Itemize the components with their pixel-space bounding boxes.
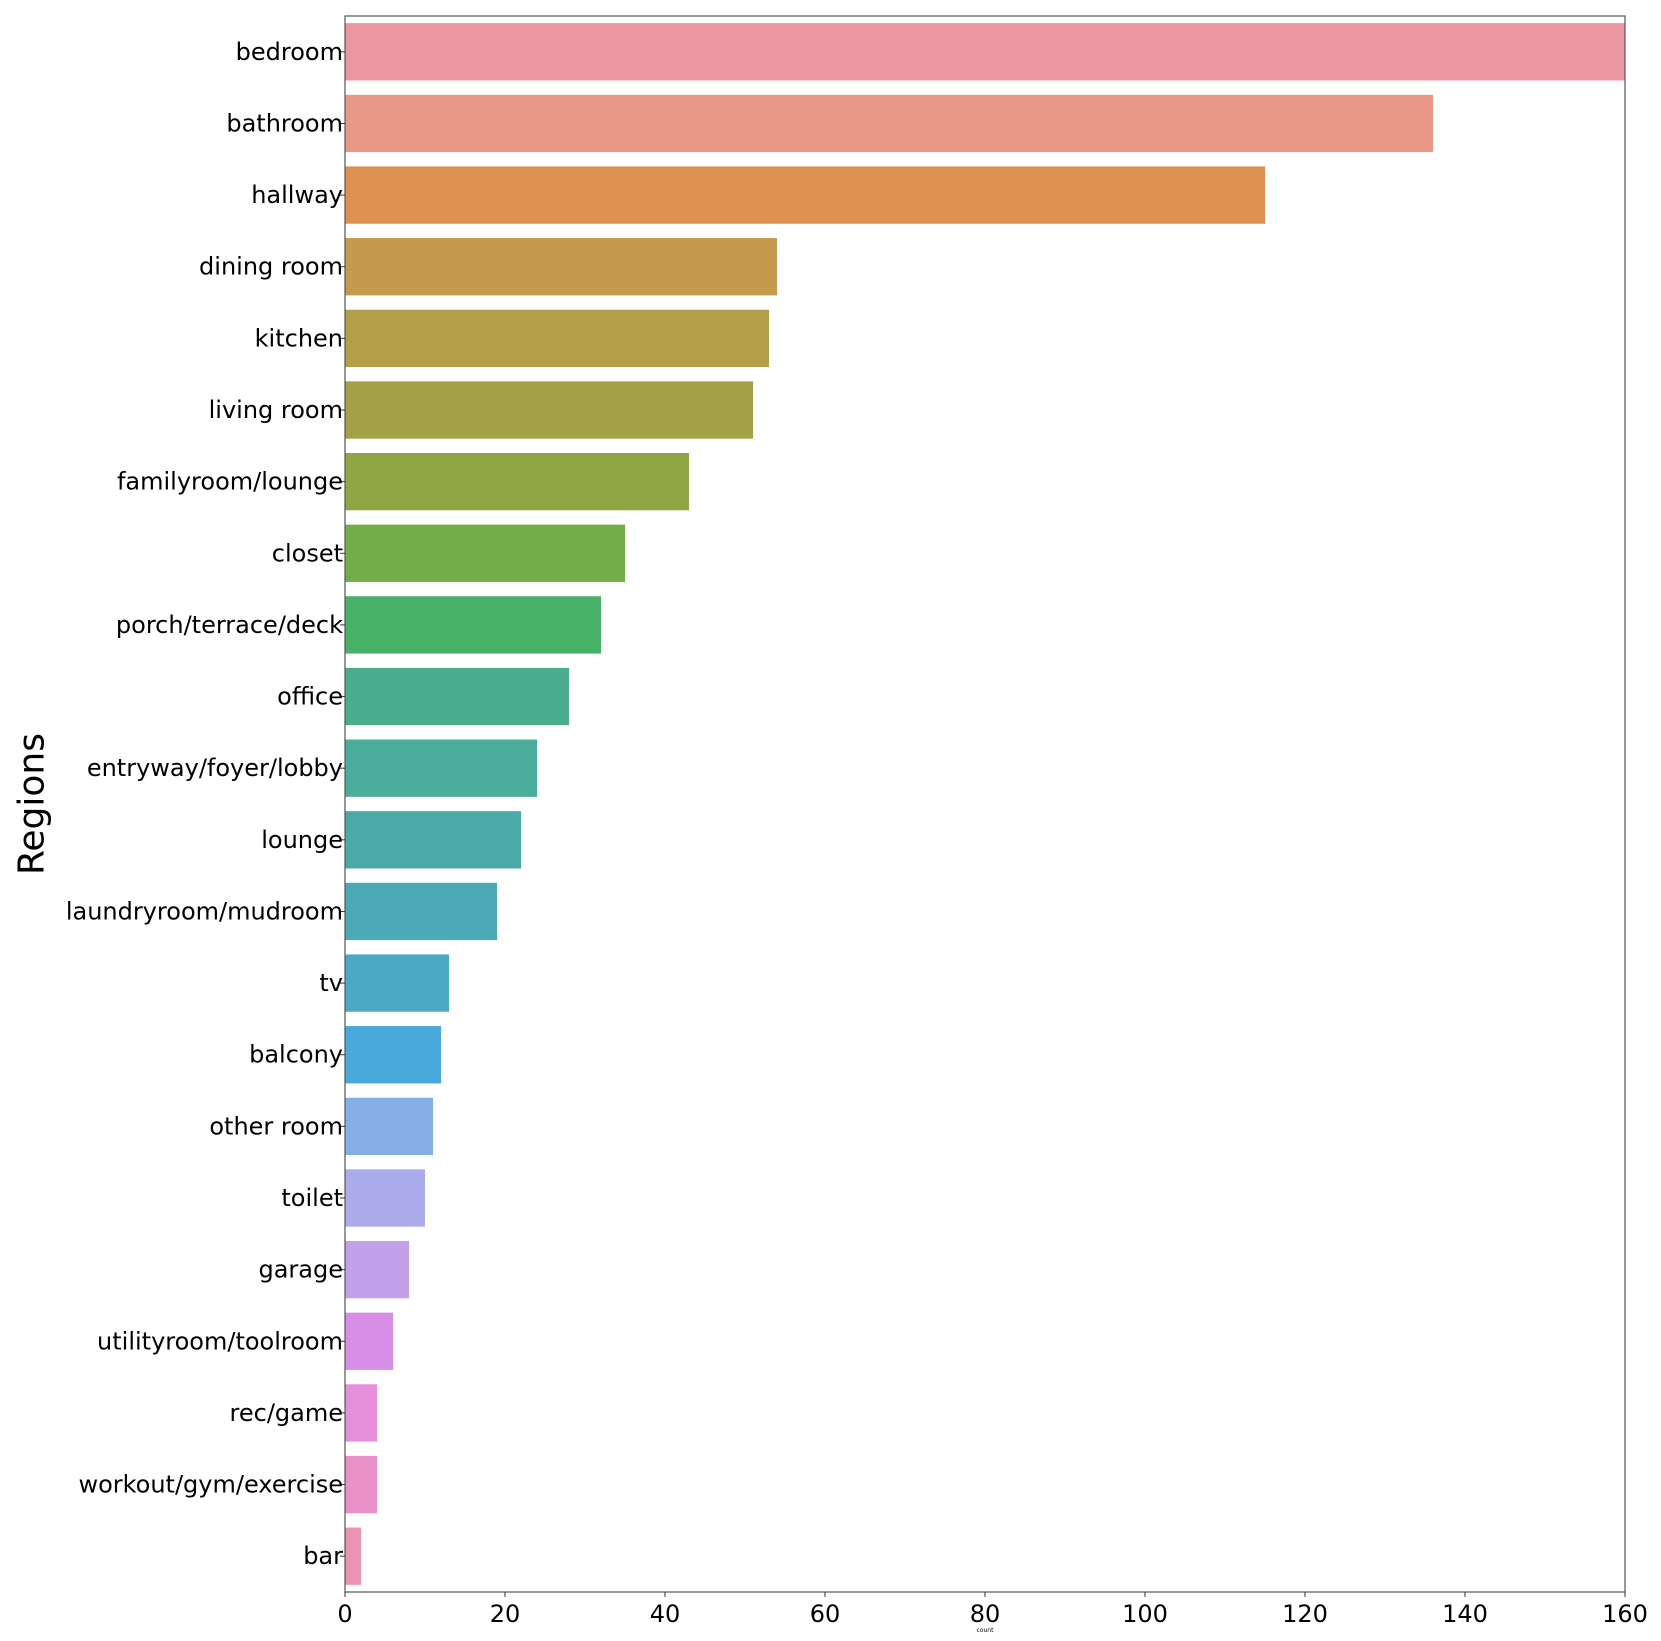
bar-closet [345,524,625,582]
bar-toilet [345,1169,425,1227]
category-label: garage [258,1256,343,1284]
bar-workout-gym-exercise [345,1455,377,1514]
category-label: bar [303,1542,343,1570]
category-label: dining room [199,253,343,281]
bar-porch-terrace-deck [345,596,601,654]
category-label: lounge [261,826,343,854]
x-tick-label: 80 [970,1600,1001,1628]
bar-lounge [345,811,521,869]
category-label: familyroom/lounge [117,468,343,496]
category-label: porch/terrace/deck [116,611,343,639]
x-tick-label: 40 [650,1600,681,1628]
bar-dining-room [345,238,777,296]
category-label: office [277,683,343,711]
y-axis-label: Regions [12,733,53,875]
x-tick-label: 0 [337,1600,352,1628]
category-label: balcony [249,1041,343,1069]
category-label: tv [319,969,343,997]
bar-entryway-foyer-lobby [345,739,537,797]
category-label: kitchen [255,324,343,352]
x-tick-label: 140 [1442,1600,1488,1628]
category-label: closet [272,539,343,567]
bar-bathroom [345,94,1433,153]
bar-laundryroom-mudroom [345,882,497,941]
category-label: hallway [251,181,343,209]
category-label: laundryroom/mudroom [66,897,343,925]
category-label: living room [209,396,343,424]
category-label: rec/game [230,1399,343,1427]
bar-bar [345,1527,361,1585]
bars-layer [345,23,1625,1585]
x-axis-label: count [977,1627,995,1634]
x-tick-label: 100 [1122,1600,1168,1628]
x-ticks: 0 20 40 60 80 100 120 140 160 [337,1592,1648,1628]
bar-office [345,667,569,726]
category-label: entryway/foyer/lobby [87,754,343,782]
y-ticks: bedroom bathroom hallway dining room kitchen… [66,38,345,1570]
bar-rec-game [345,1384,377,1442]
bar-tv [345,954,449,1012]
bar-familyroom-lounge [345,452,689,511]
bar-hallway [345,166,1265,224]
bar-balcony [345,1026,441,1084]
x-tick-label: 120 [1282,1600,1328,1628]
bar-kitchen [345,309,769,368]
bar-garage [345,1240,409,1299]
bar-utilityroom-toolroom [345,1312,393,1370]
x-tick-label: 60 [810,1600,841,1628]
bar-living-room [345,381,753,439]
category-label: workout/gym/exercise [78,1471,343,1499]
category-label: utilityroom/toolroom [97,1327,343,1355]
bar-bedroom [345,23,1625,81]
bar-other-room [345,1097,433,1156]
x-tick-label: 160 [1602,1600,1648,1628]
category-label: toilet [281,1184,343,1212]
category-label: bedroom [236,38,343,66]
category-label: other room [209,1112,343,1140]
category-label: bathroom [226,109,343,137]
x-tick-label: 20 [490,1600,521,1628]
